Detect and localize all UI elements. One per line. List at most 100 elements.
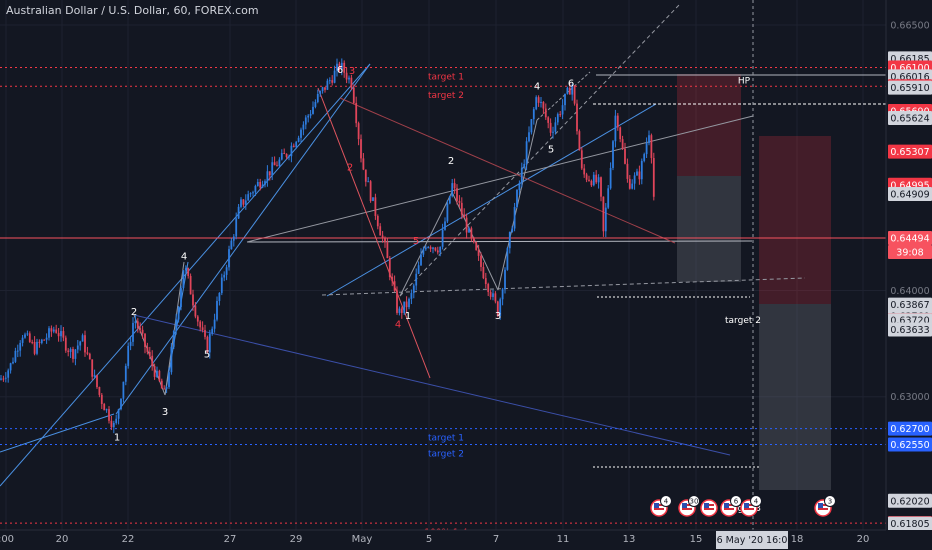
candle-body (175, 319, 178, 332)
candle-body (300, 129, 302, 138)
flag-stripe (682, 508, 692, 510)
candle-body (638, 171, 641, 180)
candle-body (501, 289, 504, 300)
candle-body (580, 150, 583, 169)
stop-zone-box (677, 176, 741, 282)
price-label: 0.62700 (890, 424, 929, 435)
candle-body (429, 247, 432, 249)
candle-body (338, 63, 341, 70)
candle-body (86, 352, 89, 354)
event-icons[interactable]: 4 30 6 4 3 (650, 495, 836, 517)
price-label: 0.62020 (890, 496, 929, 507)
flag-canton (682, 503, 687, 508)
candle-body (626, 163, 629, 179)
candle-body (532, 109, 535, 120)
price-label: 0.65624 (890, 114, 929, 125)
candle-body (244, 200, 247, 205)
candle-body (280, 153, 283, 160)
candle-body (271, 162, 274, 176)
flag-stripe (744, 508, 754, 510)
candle-body (108, 409, 110, 421)
time-tick-label: 18 (791, 534, 804, 545)
candle-body (328, 80, 331, 82)
price-label: 0.65910 (890, 83, 929, 94)
candle-body (487, 284, 490, 293)
grid-layer (0, 0, 886, 530)
candle-body (456, 188, 458, 201)
candle-body (465, 217, 468, 233)
time-axis[interactable]: :00 20 22 27 29 May 5 7 11 13 15 18 20 16 May '20 16:… (0, 529, 932, 550)
candle-body (156, 370, 158, 377)
candle-body (624, 148, 626, 164)
candle-body (549, 122, 552, 133)
candle-body (376, 216, 379, 227)
candle-body (326, 80, 329, 90)
candle-body (57, 332, 60, 337)
candle-body (144, 333, 146, 348)
candle-body (112, 422, 115, 428)
wave-label: 4 (395, 320, 401, 331)
candle-body (540, 101, 542, 103)
event-count-badge (730, 495, 742, 507)
level-label: target 2 (428, 91, 464, 101)
wave-label: 5 (413, 236, 419, 247)
candle-body (609, 167, 612, 189)
candle-body (336, 63, 338, 71)
candle-body (172, 331, 175, 347)
candle-body (79, 341, 82, 346)
candle-body (12, 361, 14, 364)
wave-label: 3 (349, 66, 355, 77)
candle-body (158, 370, 161, 381)
candle-body (619, 127, 622, 140)
candle-body (482, 266, 485, 279)
side-label: HP (738, 77, 751, 87)
candle-body (362, 158, 365, 170)
candle-body (201, 327, 204, 330)
candle-body (424, 247, 427, 250)
candle-body (132, 322, 134, 342)
candle-body (98, 387, 101, 395)
price-label-box (888, 297, 932, 312)
candle-body (7, 370, 10, 378)
candle-body (43, 339, 46, 341)
price-label: 0.64000 (890, 286, 929, 297)
candle-body (235, 218, 238, 237)
price-label-box (888, 144, 932, 159)
candle-body (208, 333, 211, 353)
event-count-label: 4 (664, 498, 669, 506)
candle-body (45, 337, 48, 340)
candle-body (583, 168, 586, 175)
candle-body (446, 203, 449, 222)
candle-body (417, 265, 420, 274)
price-label-box (888, 111, 932, 126)
trend-line (317, 87, 431, 379)
candle-body (597, 177, 600, 183)
candle-body (184, 268, 187, 271)
candle-body (24, 334, 26, 338)
flag-canton (744, 503, 749, 508)
price-label-box (888, 421, 932, 436)
candle-body (316, 93, 319, 103)
candle-body (290, 145, 293, 157)
time-tick-label: 5 (426, 534, 432, 545)
candle-body (84, 335, 86, 353)
price-axis[interactable]: 0.665000.661850.661000.660160.659230.659… (885, 0, 932, 550)
candle-body (636, 171, 638, 176)
candle-body (259, 181, 262, 188)
candle-body (309, 113, 312, 116)
candle-body (55, 329, 58, 333)
candle-body (468, 228, 470, 233)
candle-body (525, 141, 528, 165)
time-tick-label: 22 (122, 534, 135, 545)
candle-body (237, 206, 240, 219)
candle-body (427, 247, 430, 249)
candle-body (470, 228, 473, 238)
candle-body (542, 101, 545, 109)
candle-body (153, 366, 156, 377)
candle-body (504, 269, 506, 290)
candle-body (528, 132, 530, 142)
candle-body (559, 114, 562, 116)
flag-canton (654, 503, 659, 508)
